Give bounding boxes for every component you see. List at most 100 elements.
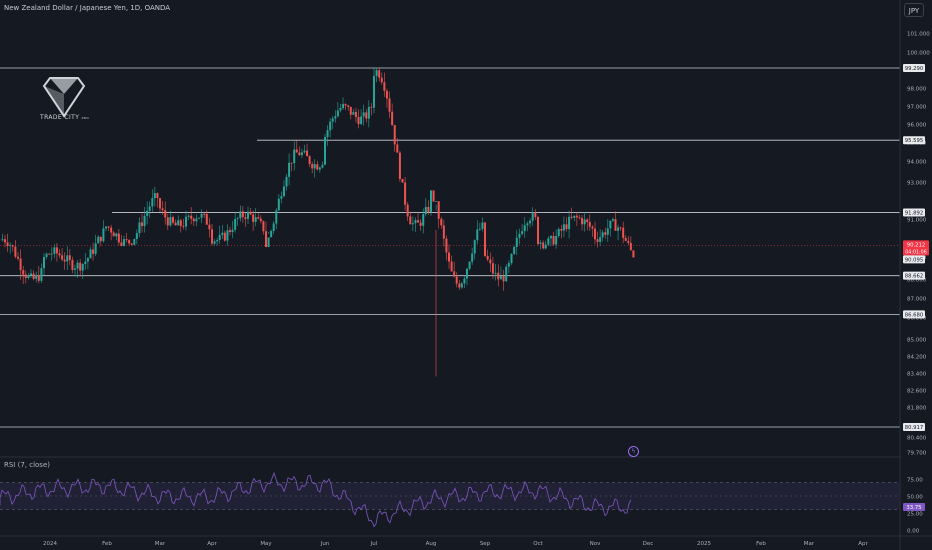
candle-body [481,222,484,229]
candle [84,252,87,270]
level-price-tag-text: 91.892 [905,211,924,217]
candle-body [293,149,296,164]
candle-body [583,219,586,225]
candle-body [629,242,632,251]
candle-body [622,227,625,238]
candle-body [458,283,461,288]
low-price-tag-text: 90.095 [905,257,924,263]
candle [505,264,508,282]
candle-body [216,240,219,242]
candle-body [349,106,352,115]
candle-body [342,104,345,109]
candle-body [40,268,43,281]
rsi-value-text: 33.75 [906,505,921,511]
candle [153,186,156,207]
candle [143,207,146,233]
candle-body [575,215,578,218]
candle-body [502,276,505,282]
candle [513,245,516,256]
candle-body [229,230,231,233]
rsi-tick-label: 50.00 [907,495,923,501]
candle-body [526,223,529,226]
candle-body [84,261,87,265]
candle-body [187,215,190,217]
candle-body [102,228,105,242]
candle-body [45,253,48,258]
candle [360,108,363,125]
candle [190,206,193,225]
symbol-title[interactable]: New Zealand Dollar / Japanese Yen, 1D, O… [4,4,171,12]
candle-body [94,243,97,254]
candle-body [185,216,187,227]
candle-body [347,105,350,107]
candle-body [14,246,17,257]
flash-icon[interactable]: ϟ [628,446,639,457]
candle [138,217,141,238]
candle [316,160,319,171]
candle [195,214,198,227]
candle-body [99,236,102,242]
y-tick-label: 88.000 [907,278,927,284]
candle [48,252,51,255]
candle [453,261,456,278]
candle [318,166,321,173]
candle [239,205,242,222]
candle [11,244,14,252]
candle [549,235,552,247]
x-tick-label: Oct [533,541,543,547]
y-tick-label: 84.200 [907,355,927,361]
candle-body [141,222,143,227]
candle [466,267,468,286]
candle [373,68,375,114]
candle [604,227,607,239]
candle-body [37,275,40,281]
candle [14,240,17,259]
candle [27,272,30,280]
candle-body [373,76,375,108]
candle-body [601,232,604,238]
x-tick-label: Aug [426,541,437,547]
candle-body [619,227,622,229]
candle-body [262,221,265,232]
candle-body [218,234,221,241]
candle [247,206,249,224]
candle-body [71,259,74,270]
candle-body [424,206,427,215]
candle-body [254,217,257,222]
current-price-value: 90.212 [907,242,926,248]
candle [515,229,518,255]
candle [396,138,399,153]
candle-body [617,227,620,231]
candle-body [156,193,159,199]
rsi-tick-label: 25.00 [907,512,923,518]
rsi-indicator-label[interactable]: RSI (7, close) [4,461,50,469]
candle-body [226,230,229,241]
candle [427,200,430,215]
x-tick-label: May [260,541,272,547]
candle [588,214,591,231]
candle-body [391,111,394,125]
y-tick-label: 91.000 [907,218,927,224]
candle-body [437,201,440,219]
candle [406,202,409,222]
candle [437,201,440,229]
candle-body [135,233,138,239]
y-tick-label: 79.700 [907,451,927,457]
candle-body [494,272,497,274]
candle [481,217,484,232]
candle-body [324,137,326,165]
candle-body [534,212,537,218]
candle-body [445,238,448,253]
currency-button[interactable]: JPY [904,3,924,17]
candle-body [614,219,617,231]
candle-body [383,82,386,91]
candle-body [476,229,479,241]
candle [537,215,539,246]
candle [300,148,303,159]
candle [486,249,489,262]
y-tick-label: 98.000 [907,87,927,93]
candle [380,72,383,85]
candle [586,218,589,231]
